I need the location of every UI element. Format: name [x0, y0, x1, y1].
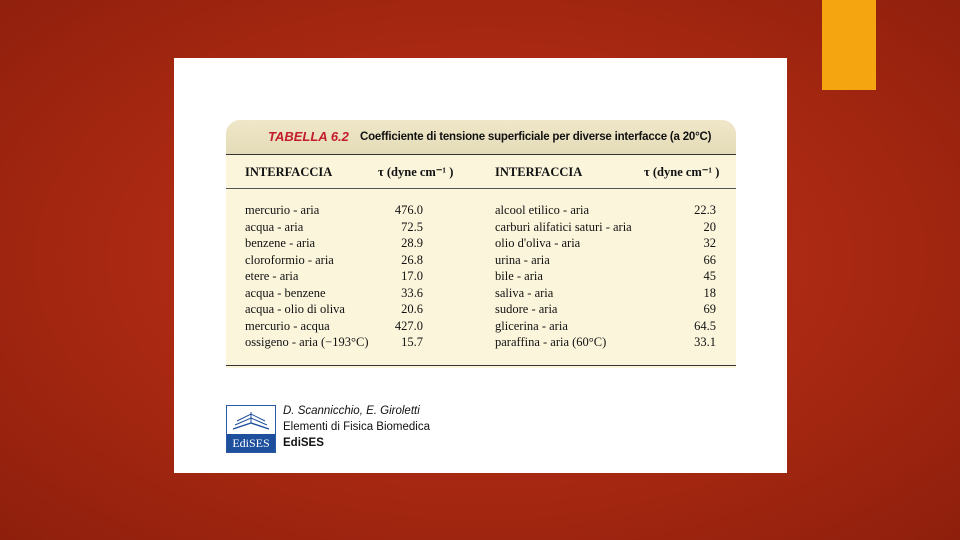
cell-tau-left: 72.5 — [401, 219, 423, 234]
cell-interface-right: urina - aria — [495, 252, 550, 267]
slide-image: TABELLA 6.2 Coefficiente di tensione sup… — [174, 58, 787, 473]
cell-tau-left: 26.8 — [401, 252, 423, 267]
cell-interface-right: saliva - aria — [495, 285, 554, 300]
cell-interface-left: etere - aria — [245, 269, 299, 283]
cell-tau-right: 45 — [703, 269, 717, 283]
publisher-logo: EdiSES — [226, 405, 276, 453]
cell-tau-left: 15.7 — [401, 335, 423, 349]
cell-tau-left: 33.6 — [401, 285, 423, 300]
cell-tau-left: 20.6 — [401, 302, 423, 316]
cell-interface-left: acqua - aria — [245, 219, 304, 234]
cell-tau-right: 20 — [703, 219, 717, 234]
cell-interface-left: acqua - benzene — [245, 285, 326, 300]
open-book-icon — [232, 412, 270, 430]
cell-tau-right: 69 — [703, 302, 717, 316]
cell-interface-left: acqua - olio di oliva — [245, 302, 345, 316]
book-authors: D. Scannicchio, E. Giroletti — [283, 405, 420, 417]
cell-tau-left: 427.0 — [394, 318, 423, 333]
table-header-rule — [226, 188, 736, 189]
table-label: TABELLA 6.2 — [268, 129, 349, 144]
cell-interface-left: benzene - aria — [245, 236, 316, 250]
table-title-bar: TABELLA 6.2 Coefficiente di tensione sup… — [226, 120, 736, 154]
cell-tau-right: 22.3 — [694, 203, 716, 217]
source-credit: EdiSES D. Scannicchio, E. Giroletti Elem… — [226, 403, 526, 453]
column-header-interface-left: INTERFACCIA — [245, 165, 333, 179]
cell-interface-left: mercurio - aria — [245, 203, 320, 217]
column-header-tau-right: τ (dyne cm⁻¹ ) — [644, 165, 720, 179]
accent-bar — [822, 0, 876, 90]
cell-interface-right: bile - aria — [495, 269, 543, 283]
cell-tau-right: 66 — [703, 252, 717, 267]
logo-wordmark: EdiSES — [227, 434, 275, 452]
table-top-rule — [226, 154, 736, 155]
cell-interface-left: mercurio - acqua — [245, 318, 330, 333]
cell-tau-left: 28.9 — [401, 236, 423, 250]
surface-tension-table: TABELLA 6.2 Coefficiente di tensione sup… — [226, 120, 736, 368]
cell-interface-left: cloroformio - aria — [245, 252, 334, 267]
cell-tau-right: 18 — [703, 285, 717, 300]
cell-interface-right: sudore - aria — [495, 302, 558, 316]
cell-tau-left: 476.0 — [394, 203, 423, 217]
book-publisher: EdiSES — [283, 437, 324, 449]
column-header-interface-right: INTERFACCIA — [495, 165, 583, 179]
column-header-tau-left: τ (dyne cm⁻¹ ) — [378, 165, 454, 179]
cell-tau-right: 32 — [703, 236, 717, 250]
cell-interface-right: carburi alifatici saturi - aria — [495, 219, 632, 234]
table-bottom-rule — [226, 365, 736, 366]
cell-interface-right: alcool etilico - aria — [495, 203, 590, 217]
cell-interface-right: glicerina - aria — [495, 318, 568, 333]
table-caption: Coefficiente di tensione superficiale pe… — [360, 131, 712, 143]
cell-tau-right: 64.5 — [694, 318, 716, 333]
cell-interface-right: paraffina - aria (60°C) — [495, 335, 607, 349]
cell-tau-left: 17.0 — [401, 269, 423, 283]
cell-interface-left: ossigeno - aria (−193°C) — [245, 335, 369, 349]
cell-tau-right: 33.1 — [694, 335, 716, 349]
credit-text: D. Scannicchio, E. Giroletti Elementi di… — [283, 403, 430, 451]
book-title: Elementi di Fisica Biomedica — [283, 421, 431, 433]
cell-interface-right: olio d'oliva - aria — [495, 236, 581, 250]
